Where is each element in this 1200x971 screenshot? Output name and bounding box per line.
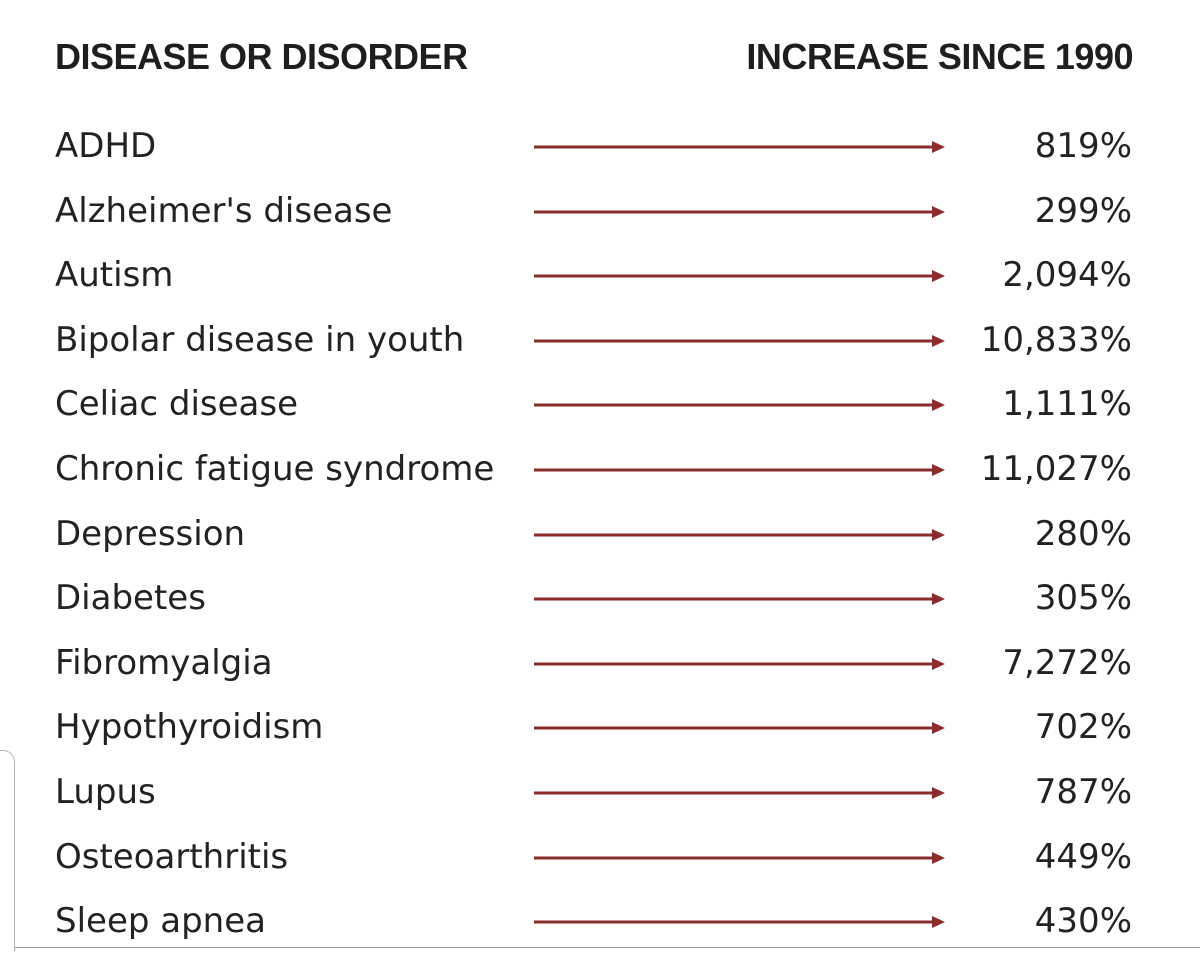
disease-name: Diabetes [55,576,208,621]
increase-value: 819% [1034,126,1132,166]
disease-name: Autism [55,253,176,298]
table-row: Depression 280% [0,502,1200,567]
arrow-right-icon [534,851,946,865]
arrow-right-icon [534,334,946,348]
arrow-right-icon [534,915,946,929]
column-header-increase: INCREASE SINCE 1990 [746,36,1133,77]
table-row: Celiac disease 1,111% [0,372,1200,437]
increase-value: 280% [1034,513,1132,554]
increase-value: 430% [1034,901,1132,942]
arrow-right-icon [534,463,946,477]
disease-name: Sleep apnea [55,899,268,944]
disease-name: ADHD [55,124,159,168]
table-row: Fibromyalgia 7,272% [0,631,1200,696]
table-header: DISEASE OR DISORDER INCREASE SINCE 1990 [0,36,1200,86]
table-row: Sleep apnea 430% [0,889,1200,954]
arrow-right-icon [534,657,946,671]
increase-value: 10,833% [980,319,1132,360]
table-row: ADHD 819% [0,114,1200,179]
table-row: Lupus 787% [0,760,1200,825]
increase-value: 11,027% [980,448,1132,489]
disease-name: Celiac disease [55,382,301,427]
arrow-right-icon [534,592,946,606]
increase-value: 787% [1034,771,1132,812]
disease-name: Lupus [55,769,158,814]
increase-value: 2,094% [1002,255,1132,296]
table-row: Hypothyroidism 702% [0,695,1200,760]
arrow-right-icon [534,398,946,412]
frame-bottom-divider [14,947,1200,948]
disease-name: Chronic fatigue syndrome [55,446,497,491]
disease-name: Fibromyalgia [55,640,275,685]
increase-value: 7,272% [1002,642,1132,683]
arrow-right-icon [534,205,946,219]
arrow-right-icon [534,140,946,154]
disease-name: Depression [55,511,248,556]
column-header-disease: DISEASE OR DISORDER [55,36,468,77]
table-row: Osteoarthritis 449% [0,825,1200,890]
table-row: Chronic fatigue syndrome 11,027% [0,437,1200,502]
table-row: Autism 2,094% [0,243,1200,308]
increase-value: 702% [1034,707,1132,748]
frame-edge [0,750,15,951]
arrow-right-icon [534,269,946,283]
arrow-right-icon [534,721,946,735]
disease-name: Osteoarthritis [55,834,291,879]
disease-name: Hypothyroidism [55,705,326,750]
disease-name: Alzheimer's disease [55,188,395,233]
arrow-right-icon [534,528,946,542]
table-row: Bipolar disease in youth 10,833% [0,308,1200,373]
increase-value: 299% [1034,190,1132,231]
increase-value: 449% [1034,836,1132,877]
increase-value: 305% [1034,578,1132,619]
disease-list: ADHD 819% Alzheimer's disease 299% Autism 2,0… [0,114,1200,954]
arrow-right-icon [534,786,946,800]
table-row: Alzheimer's disease 299% [0,179,1200,244]
table-row: Diabetes 305% [0,566,1200,631]
increase-value: 1,111% [1002,384,1132,425]
disease-name: Bipolar disease in youth [55,317,467,362]
